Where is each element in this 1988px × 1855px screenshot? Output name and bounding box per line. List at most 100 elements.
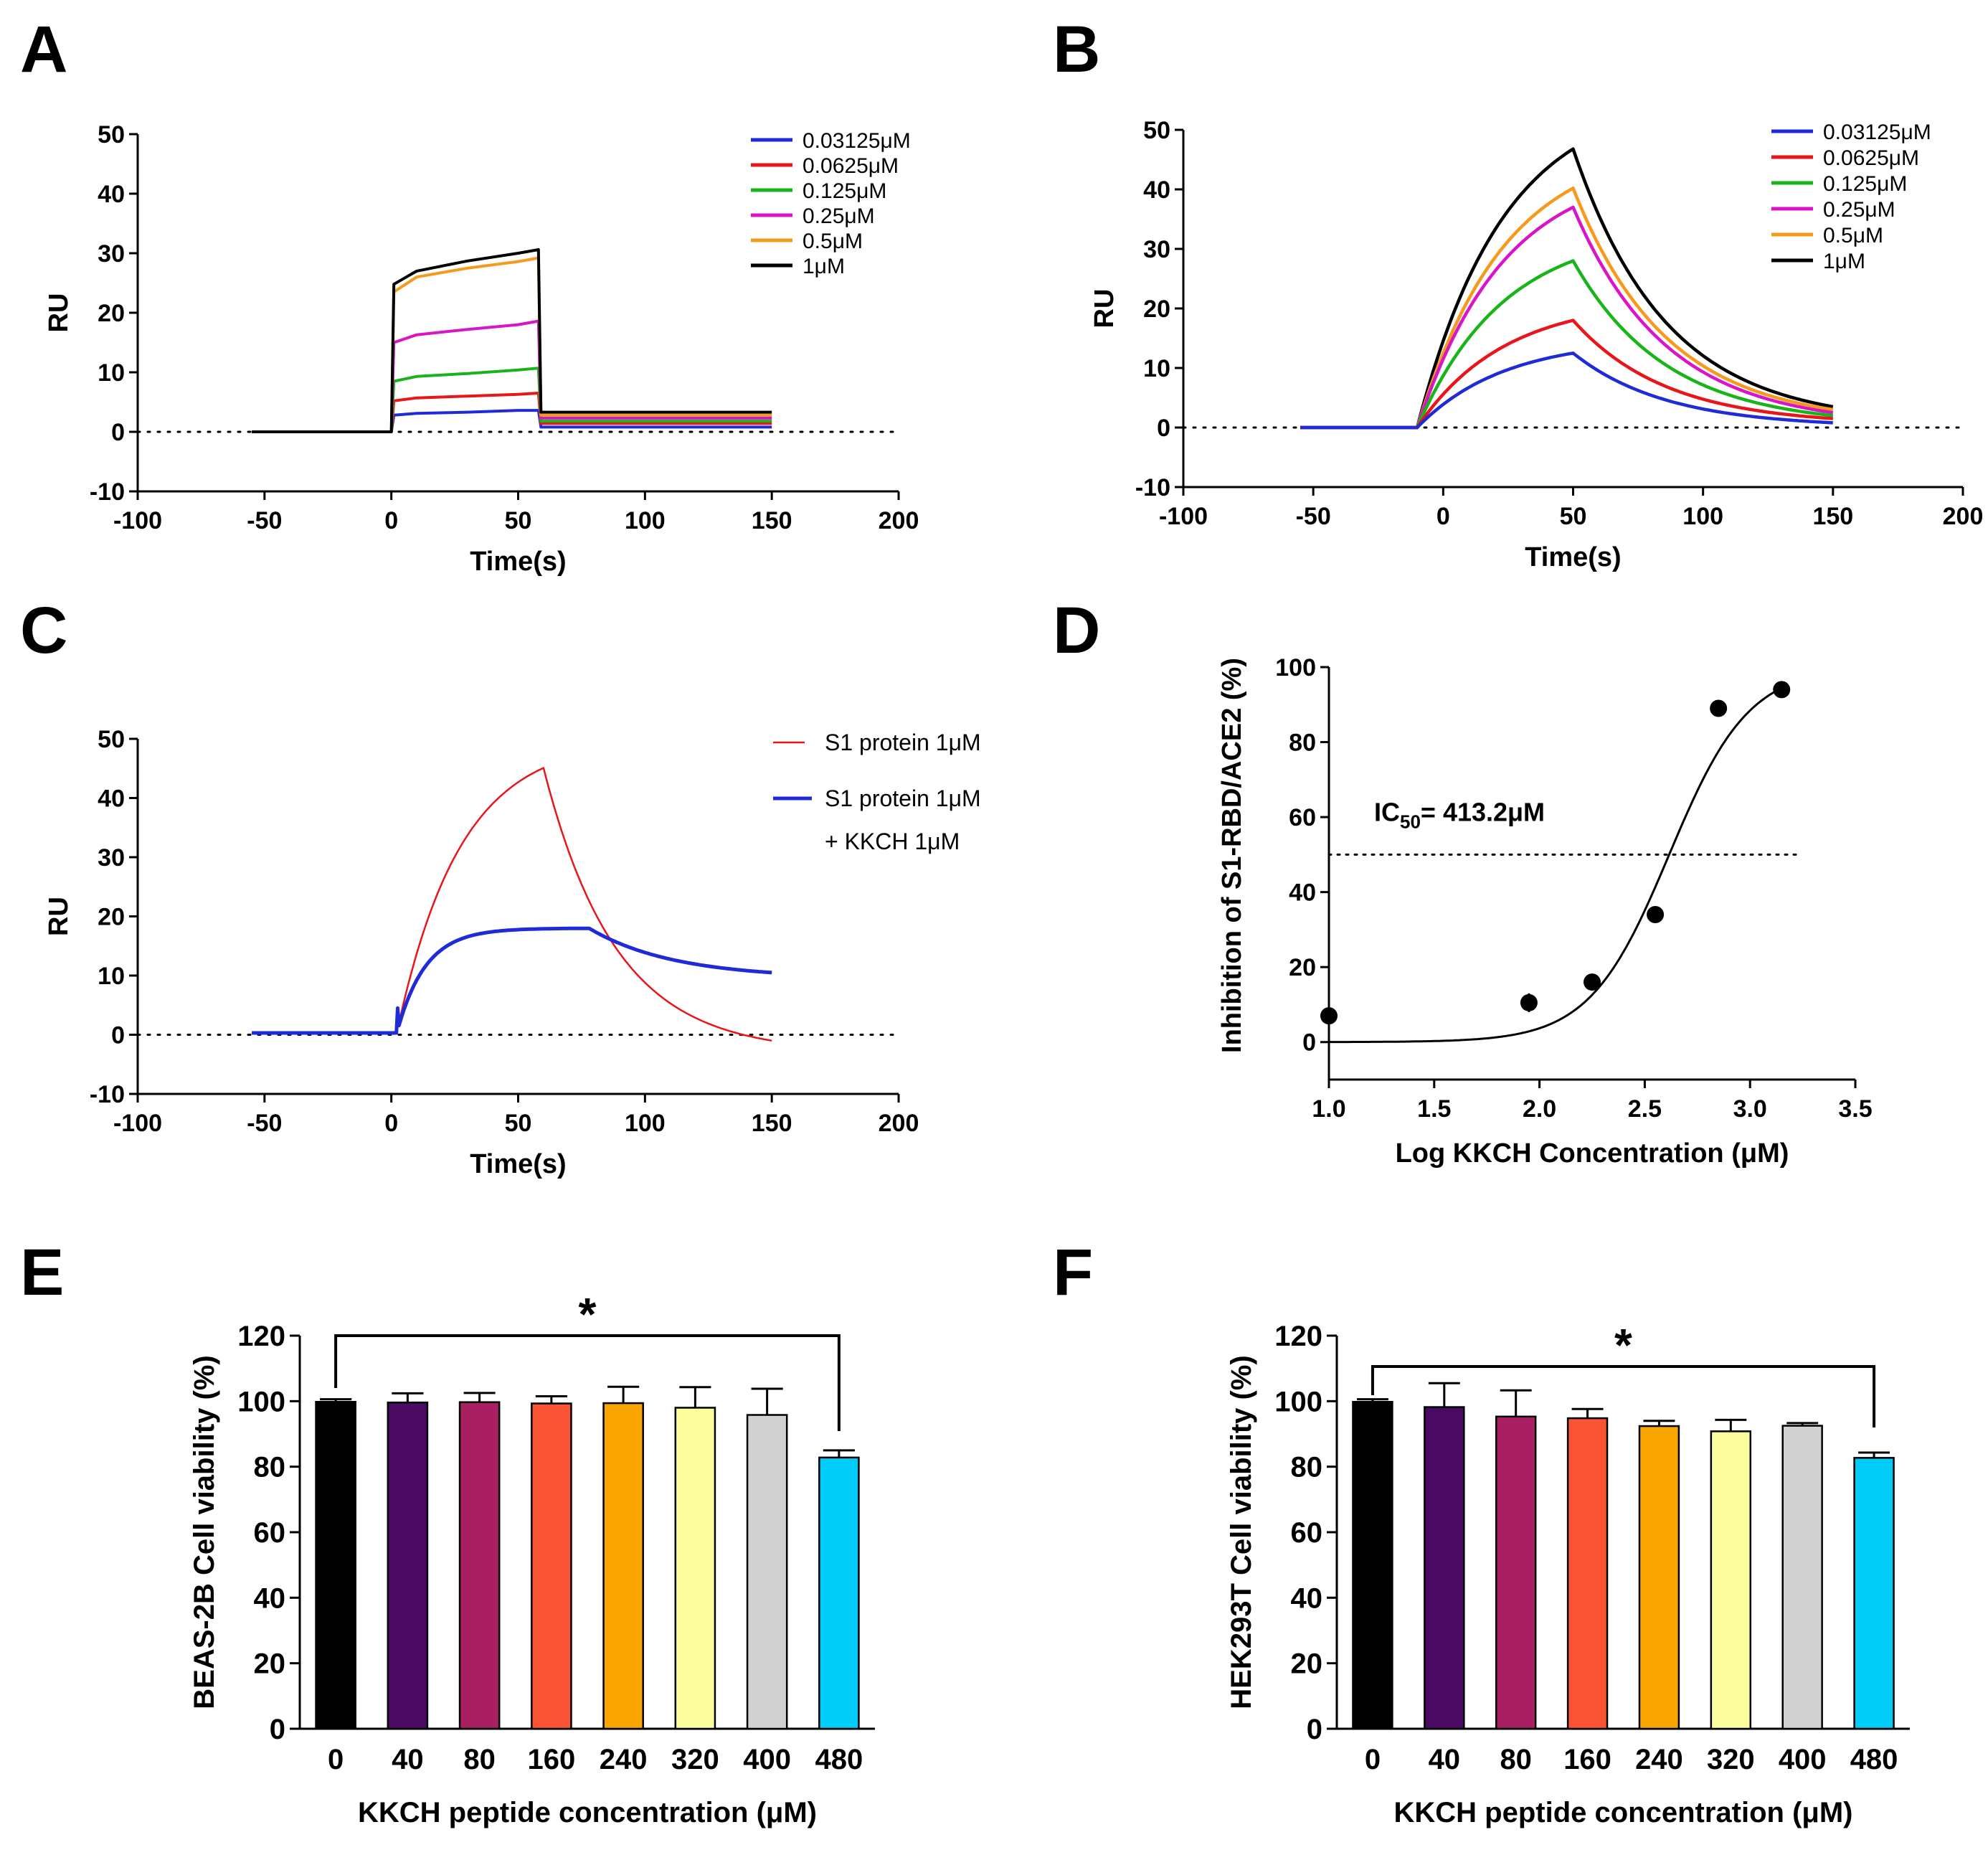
data-point	[1647, 906, 1665, 923]
significance-bracket	[334, 1334, 841, 1431]
y-tick-label: 0	[1157, 415, 1170, 442]
ic50-annotation: IC50= 413.2μM	[1374, 797, 1545, 832]
y-axis-title: BEAS-2B Cell viability (%)	[189, 1355, 220, 1709]
legend-label: 0.125μM	[803, 179, 886, 203]
legend-label: 0.5μM	[1823, 224, 1883, 247]
bar	[818, 1456, 860, 1730]
x-axis-title: Time(s)	[1525, 542, 1621, 572]
y-tick-label: 40	[98, 785, 125, 813]
panel-letter-c: C	[20, 594, 67, 667]
legend-label: + KKCH 1μM	[825, 829, 960, 854]
y-tick-label: 80	[1289, 730, 1316, 757]
y-tick-label: 120	[1274, 1321, 1322, 1352]
bar	[1781, 1425, 1823, 1730]
legend-label: S1 protein 1μM	[825, 730, 981, 755]
y-tick-label: 60	[254, 1517, 286, 1549]
y-tick-label: 100	[1275, 654, 1316, 681]
bar	[1566, 1417, 1609, 1730]
x-tick-label: 200	[879, 507, 919, 534]
bar	[1853, 1457, 1895, 1730]
bar	[1638, 1425, 1680, 1730]
x-tick-label: 150	[1812, 503, 1853, 530]
y-tick-label: 10	[98, 359, 125, 387]
x-tick-label: 1.0	[1312, 1095, 1345, 1123]
panel-letter-e: E	[20, 1236, 64, 1309]
y-tick-label: 40	[1291, 1582, 1323, 1614]
y-tick-label: 80	[254, 1452, 286, 1483]
x-tick-label: 320	[1707, 1744, 1755, 1775]
x-axis-title: Time(s)	[470, 547, 566, 577]
series-line	[252, 248, 772, 433]
x-tick-label: -100	[113, 507, 162, 534]
x-tick-label: 3.0	[1733, 1095, 1767, 1123]
bar	[387, 1401, 429, 1730]
series-line	[252, 256, 772, 433]
bar	[602, 1402, 644, 1730]
x-tick-label: 0	[1365, 1744, 1381, 1775]
x-axis-title: Log KKCH Concentration (μM)	[1396, 1138, 1789, 1169]
y-tick-label: 0	[1307, 1714, 1322, 1745]
y-tick-label: -10	[1135, 474, 1170, 501]
legend-label: 0.03125μM	[1823, 121, 1931, 144]
panel-e-bar-chart: 0 20 40 60 80 100 120 0 40 80 160 240 320 400 480 KKCH …	[189, 1288, 875, 1828]
y-tick-label: 40	[98, 181, 125, 208]
y-tick-label: 10	[98, 963, 125, 990]
x-tick-label: 100	[1682, 503, 1723, 530]
x-tick-label: 100	[625, 1110, 666, 1137]
significance-star: *	[1614, 1319, 1632, 1371]
series-line	[1300, 187, 1834, 430]
data-point	[1773, 681, 1791, 699]
x-tick-label: 2.5	[1628, 1095, 1662, 1123]
y-tick-label: 80	[1291, 1452, 1323, 1483]
x-tick-label: 240	[600, 1744, 648, 1775]
x-tick-label: 200	[1943, 503, 1984, 530]
x-axis-title: KKCH peptide concentration (μM)	[1393, 1797, 1852, 1828]
legend-label: 0.0625μM	[1823, 146, 1919, 170]
y-tick-label: 30	[98, 240, 125, 268]
x-tick-label: 160	[528, 1744, 576, 1775]
data-point	[1710, 699, 1728, 717]
bar	[531, 1402, 572, 1730]
y-tick-label: 0	[1302, 1029, 1316, 1057]
y-tick-label: 20	[254, 1648, 286, 1680]
legend-label: 0.25μM	[803, 204, 875, 228]
y-tick-label: -10	[90, 478, 125, 506]
y-tick-label: 50	[98, 121, 125, 148]
legend-label: 1μM	[1823, 250, 1865, 273]
bar	[458, 1401, 501, 1730]
fit-curve	[1329, 686, 1782, 1044]
x-tick-label: -100	[1159, 503, 1208, 530]
data-point	[1584, 973, 1601, 991]
y-tick-label: 60	[1289, 804, 1316, 831]
y-tick-label: 40	[1143, 176, 1170, 204]
x-tick-label: 50	[505, 507, 532, 534]
bar	[1424, 1406, 1465, 1730]
y-tick-label: 50	[1143, 117, 1170, 144]
legend-label: S1 protein 1μM	[825, 785, 981, 811]
x-tick-label: 400	[1779, 1744, 1827, 1775]
x-tick-label: 240	[1635, 1744, 1683, 1775]
x-tick-label: 150	[752, 1110, 792, 1137]
series-line	[252, 926, 772, 1035]
panel-d-dose-response: 0 20 40 60 80 100 1.0 1.5 2.0 2.5 3.0 3.5 Log KKCH C…	[1217, 654, 1873, 1169]
x-tick-label: 480	[815, 1744, 863, 1775]
y-tick-label: 120	[237, 1321, 285, 1352]
y-tick-label: 30	[98, 844, 125, 872]
y-tick-label: 100	[1274, 1386, 1322, 1417]
series-line	[1300, 351, 1833, 430]
bar	[1710, 1430, 1752, 1730]
y-tick-label: 40	[1289, 879, 1316, 907]
y-axis-title: RU	[1089, 289, 1120, 329]
x-axis-title: Time(s)	[470, 1149, 566, 1179]
y-tick-label: -10	[90, 1081, 125, 1108]
bar	[315, 1400, 356, 1730]
legend-label: 0.5μM	[803, 230, 863, 253]
x-tick-label: 1.5	[1417, 1095, 1451, 1123]
x-tick-label: 0	[384, 507, 398, 534]
panel-letter-a: A	[20, 13, 67, 86]
legend-label: 0.03125μM	[803, 129, 911, 153]
x-tick-label: 2.0	[1523, 1095, 1556, 1123]
y-tick-label: 20	[98, 300, 125, 327]
x-tick-label: 150	[752, 507, 792, 534]
